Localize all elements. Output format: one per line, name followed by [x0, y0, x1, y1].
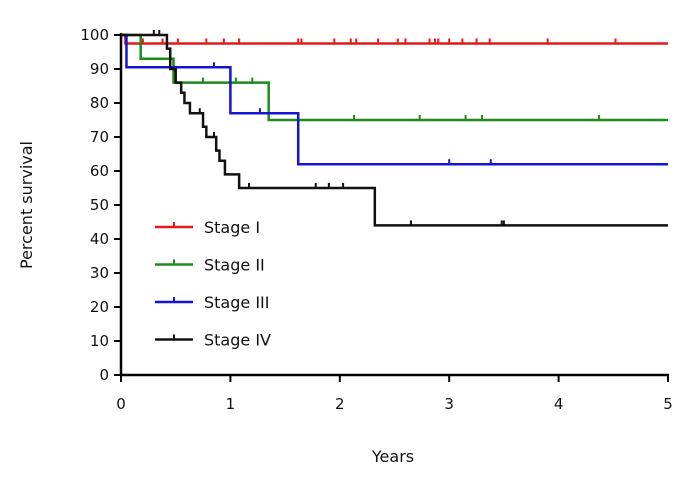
- series-stage-iv: [121, 30, 668, 227]
- survival-curve: [121, 33, 668, 45]
- y-tick-label: 80: [90, 94, 109, 112]
- y-tick-label: 0: [99, 366, 109, 384]
- legend: Stage I Stage II Stage III Stage IV: [155, 218, 271, 350]
- survival-curve: [121, 33, 668, 166]
- y-tick-label: 40: [90, 230, 109, 248]
- series-stage-ii: [121, 33, 668, 122]
- legend-label: Stage III: [204, 293, 269, 312]
- series-layer: [121, 30, 668, 227]
- series-stage-i: [121, 33, 668, 45]
- x-tick-label: 3: [444, 395, 454, 413]
- legend-item: Stage IV: [155, 331, 271, 350]
- series-stage-iii: [121, 33, 668, 166]
- legend-label: Stage I: [204, 218, 260, 237]
- axes: 0 10 20 30 40 50 60 70 80 90 100 0 1 2 3 4 5: [80, 26, 672, 413]
- y-tick-label: 50: [90, 196, 109, 214]
- y-tick-label: 100: [80, 26, 109, 44]
- legend-label: Stage II: [204, 256, 265, 275]
- y-tick-label: 20: [90, 298, 109, 316]
- legend-item: Stage II: [155, 256, 265, 275]
- survival-curve: [121, 33, 668, 122]
- x-tick-label: 0: [116, 395, 126, 413]
- legend-label: Stage IV: [204, 331, 271, 350]
- legend-item: Stage I: [155, 218, 260, 237]
- survival-curve: [121, 33, 668, 227]
- y-tick-label: 70: [90, 128, 109, 146]
- x-axis-title: Years: [371, 447, 414, 466]
- y-tick-label: 30: [90, 264, 109, 282]
- y-tick-label: 90: [90, 60, 109, 78]
- x-tick-label: 4: [554, 395, 564, 413]
- x-tick-label: 5: [663, 395, 673, 413]
- y-tick-label: 60: [90, 162, 109, 180]
- x-tick-label: 2: [335, 395, 345, 413]
- y-axis-title: Percent survival: [17, 141, 36, 269]
- x-tick-label: 1: [226, 395, 236, 413]
- y-tick-label: 10: [90, 332, 109, 350]
- legend-item: Stage III: [155, 293, 269, 312]
